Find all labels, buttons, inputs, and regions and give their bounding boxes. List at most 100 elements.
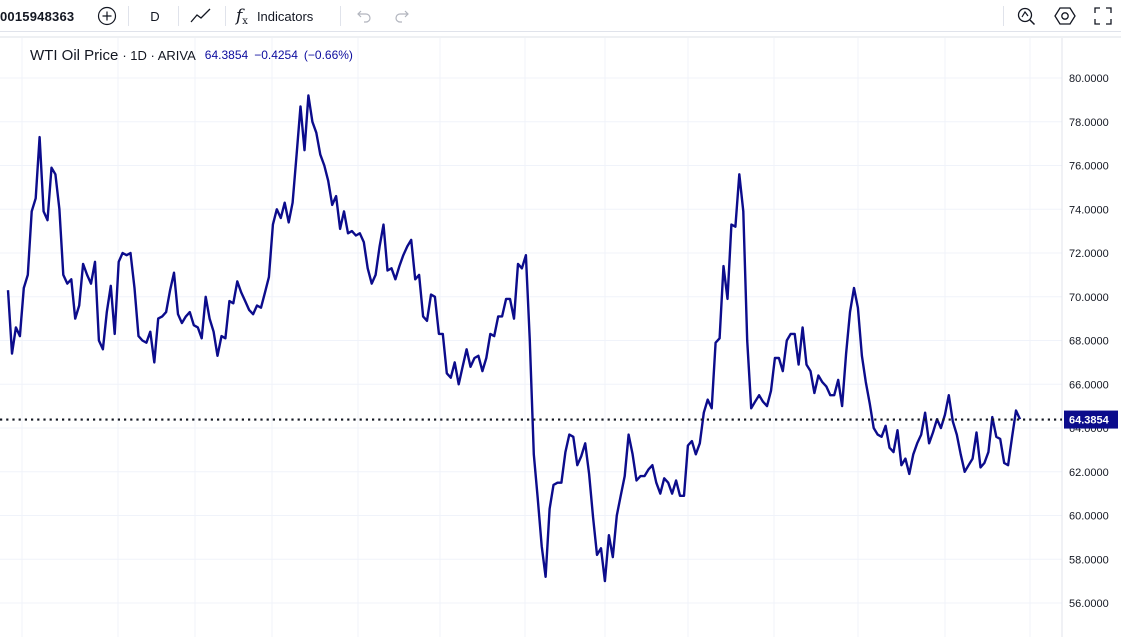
data-point bbox=[545, 576, 547, 578]
chart-type-button[interactable] bbox=[188, 0, 214, 32]
data-point bbox=[221, 335, 223, 337]
data-point bbox=[663, 478, 665, 480]
data-point bbox=[857, 307, 859, 309]
data-point bbox=[794, 333, 796, 335]
indicators-label: Indicators bbox=[256, 8, 314, 24]
data-point bbox=[19, 335, 21, 337]
data-point bbox=[754, 401, 756, 403]
fx-icon: fx bbox=[236, 5, 248, 27]
redo-icon bbox=[395, 10, 409, 23]
data-point bbox=[268, 276, 270, 278]
legend-change-pct: (−0.66%) bbox=[303, 48, 353, 62]
data-point bbox=[592, 517, 594, 519]
data-point bbox=[331, 204, 333, 206]
data-point bbox=[671, 493, 673, 495]
data-point bbox=[406, 246, 408, 248]
data-point bbox=[525, 254, 527, 256]
data-point bbox=[624, 475, 626, 477]
data-point bbox=[553, 484, 555, 486]
data-point bbox=[185, 316, 187, 318]
data-point bbox=[213, 331, 215, 333]
data-point bbox=[778, 357, 780, 359]
data-point bbox=[470, 366, 472, 368]
data-point bbox=[968, 464, 970, 466]
data-point bbox=[375, 274, 377, 276]
data-point bbox=[442, 333, 444, 335]
data-point bbox=[632, 453, 634, 455]
data-point bbox=[588, 473, 590, 475]
data-point bbox=[110, 285, 112, 287]
legend-value: 64.3854 bbox=[204, 48, 249, 62]
data-point bbox=[529, 340, 531, 342]
data-point bbox=[414, 278, 416, 280]
data-point bbox=[304, 149, 306, 151]
data-point bbox=[600, 548, 602, 550]
symbol-search[interactable]: 0015948363 bbox=[0, 8, 75, 24]
data-point bbox=[197, 327, 199, 329]
data-point bbox=[644, 475, 646, 477]
top-toolbar: 0015948363 D fx Indicators bbox=[0, 0, 1121, 32]
data-point bbox=[612, 556, 614, 558]
data-point bbox=[980, 467, 982, 469]
data-point bbox=[687, 445, 689, 447]
data-point bbox=[964, 471, 966, 473]
settings-button[interactable] bbox=[1052, 0, 1078, 32]
data-point bbox=[193, 324, 195, 326]
data-point bbox=[924, 412, 926, 414]
data-point bbox=[189, 311, 191, 313]
data-point bbox=[905, 458, 907, 460]
data-point bbox=[995, 436, 997, 438]
data-point bbox=[217, 355, 219, 357]
data-point bbox=[106, 311, 108, 313]
add-symbol-button[interactable] bbox=[95, 0, 119, 32]
data-point bbox=[323, 165, 325, 167]
data-point bbox=[703, 412, 705, 414]
data-point bbox=[909, 473, 911, 475]
data-point bbox=[952, 421, 954, 423]
data-point bbox=[138, 335, 140, 337]
interval-button[interactable]: D bbox=[150, 8, 160, 24]
data-point bbox=[691, 440, 693, 442]
data-point bbox=[418, 274, 420, 276]
data-point bbox=[501, 316, 503, 318]
data-point bbox=[960, 453, 962, 455]
data-point bbox=[509, 298, 511, 300]
indicators-button[interactable]: fx Indicators bbox=[236, 0, 332, 32]
chart-legend: WTI Oil Price · 1D · ARIVA 64.3854 −0.42… bbox=[30, 45, 353, 65]
data-point bbox=[355, 235, 357, 237]
data-point bbox=[557, 482, 559, 484]
data-point bbox=[865, 381, 867, 383]
data-point bbox=[1007, 464, 1009, 466]
price-series bbox=[6, 94, 1022, 583]
data-point bbox=[403, 254, 405, 256]
data-point bbox=[620, 495, 622, 497]
toolbar-divider bbox=[1003, 6, 1004, 26]
fullscreen-icon bbox=[1094, 7, 1112, 25]
data-point bbox=[43, 211, 45, 213]
data-point bbox=[486, 357, 488, 359]
data-point bbox=[153, 362, 155, 364]
data-point bbox=[572, 436, 574, 438]
data-point bbox=[47, 219, 49, 221]
data-point bbox=[173, 272, 175, 274]
fullscreen-button[interactable] bbox=[1091, 0, 1115, 32]
gear-icon bbox=[1054, 7, 1076, 25]
data-point bbox=[284, 202, 286, 204]
data-point bbox=[181, 322, 183, 324]
data-point bbox=[134, 287, 136, 289]
data-point bbox=[260, 307, 262, 309]
data-point bbox=[920, 434, 922, 436]
undo-button[interactable] bbox=[352, 0, 376, 32]
toolbar-divider bbox=[340, 6, 341, 26]
data-point bbox=[877, 434, 879, 436]
data-point bbox=[458, 383, 460, 385]
data-point bbox=[296, 154, 298, 156]
alert-button[interactable] bbox=[1013, 0, 1039, 32]
data-point bbox=[335, 195, 337, 197]
redo-button[interactable] bbox=[390, 0, 414, 32]
data-point bbox=[758, 394, 760, 396]
y-tick-label: 68.0000 bbox=[1069, 336, 1109, 348]
data-point bbox=[766, 405, 768, 407]
data-point bbox=[604, 580, 606, 582]
